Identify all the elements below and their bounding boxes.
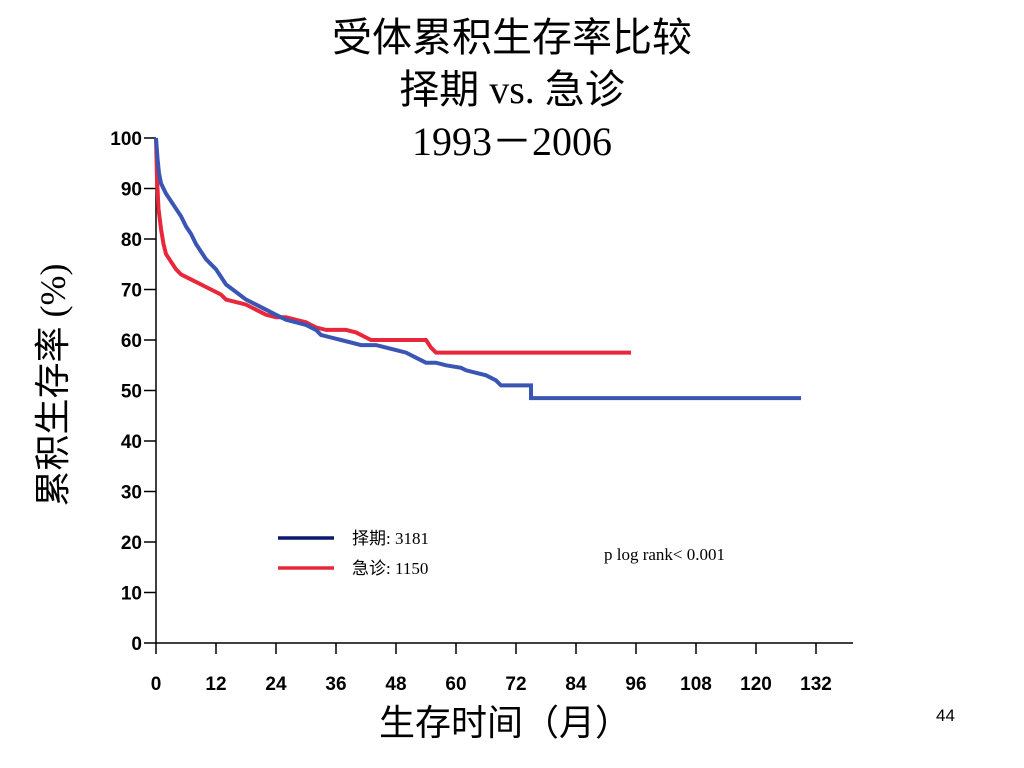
x-tick-label: 72 (505, 674, 526, 695)
x-tick-label: 0 (151, 674, 162, 695)
title-line-2: 择期 vs. 急诊 (399, 67, 625, 112)
series-line-0 (154, 137, 801, 401)
x-tick-label: 24 (265, 674, 287, 695)
y-tick-label: 50 (121, 382, 142, 403)
x-tick-label: 60 (445, 674, 466, 695)
p-value-annotation: p log rank< 0.001 (604, 545, 725, 564)
x-tick-label: 48 (385, 674, 406, 695)
y-tick-label: 30 (121, 483, 142, 504)
y-tick-label: 90 (121, 180, 142, 201)
x-tick-label: 12 (205, 674, 226, 695)
x-tick-label: 108 (680, 674, 712, 695)
title-line-3: 1993－2006 (412, 119, 612, 164)
y-tick-label: 20 (121, 533, 142, 554)
x-tick-label: 132 (800, 674, 832, 695)
legend-label-0: 择期: 3181 (352, 529, 429, 548)
y-tick-label: 0 (131, 634, 142, 655)
x-tick-label: 120 (740, 674, 772, 695)
y-tick-label: 10 (121, 584, 142, 605)
y-tick-label: 70 (121, 281, 142, 302)
legend-label-1: 急诊: 1150 (352, 559, 428, 578)
chart-axes: 0 10 20 30 40 50 60 70 80 90 100 0 12 24 36 48 60 72 84 96 1… (110, 129, 853, 695)
y-axis-title: 累积生存率 (%) (33, 264, 73, 507)
y-tick-label: 40 (121, 432, 142, 453)
x-tick-label: 36 (325, 674, 346, 695)
chart-legend: 择期: 3181 急诊: 1150 (278, 529, 429, 578)
y-tick-label: 100 (110, 129, 142, 150)
series-line-1 (154, 137, 631, 355)
x-axis-title: 生存时间（月） (379, 703, 631, 743)
x-tick-label: 96 (625, 674, 646, 695)
x-tick-label: 84 (565, 674, 587, 695)
chart-series (154, 137, 801, 401)
y-tick-label: 60 (121, 331, 142, 352)
y-tick-label: 80 (121, 230, 142, 251)
chart-title: 受体累积生存率比较 择期 vs. 急诊 1993－2006 (0, 12, 1024, 168)
page-number: 44 (936, 706, 955, 725)
title-line-1: 受体累积生存率比较 (332, 15, 692, 60)
